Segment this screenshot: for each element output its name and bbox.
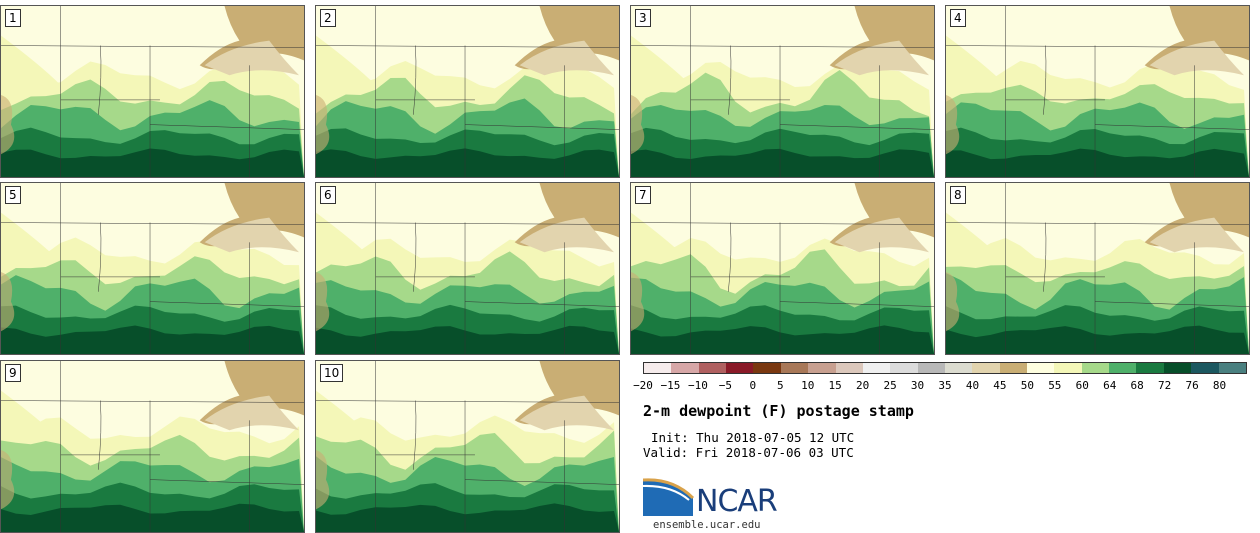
postage-stamp-panel: 8	[945, 182, 1250, 355]
postage-stamp-panel: 6	[315, 182, 620, 355]
postage-stamp-panel: 7	[630, 182, 935, 355]
init-time: Init: Thu 2018-07-05 12 UTC	[651, 430, 855, 445]
colorbar-tick-label: 60	[1075, 379, 1089, 392]
colorbar-tick-label: 64	[1103, 379, 1117, 392]
colorbar-segment	[1218, 363, 1246, 373]
ncar-logo-text: NCAR	[696, 484, 778, 519]
colorbar-segment	[1054, 363, 1082, 373]
colorbar-segment	[644, 363, 672, 373]
postage-stamp-panel: 9	[0, 360, 305, 533]
colorbar-segment	[862, 363, 891, 373]
site-url: ensemble.ucar.edu	[653, 519, 761, 531]
panel-member-label: 6	[320, 186, 336, 204]
postage-stamp-panel: 10	[315, 360, 620, 533]
colorbar-tick-label: 40	[965, 379, 980, 392]
colorbar-tick-label: 50	[1020, 379, 1034, 392]
colorbar-segment	[780, 363, 809, 373]
colorbar-segment	[1027, 363, 1055, 373]
colorbar-tick-label: 76	[1185, 379, 1199, 392]
colorbar-segment	[753, 363, 781, 373]
colorbar-tick-label: 15	[828, 379, 842, 392]
colorbar-tick-label: 35	[938, 379, 952, 392]
postage-stamp-panel: 1	[0, 5, 305, 178]
colorbar-tick-label: 25	[883, 379, 897, 392]
panel-member-label: 2	[320, 9, 336, 27]
postage-stamp-panel: 2	[315, 5, 620, 178]
colorbar-segment	[1109, 363, 1137, 373]
colorbar-tick-label: −5	[718, 379, 732, 392]
colorbar-segment	[1163, 363, 1192, 373]
colorbar-tick-label: 68	[1130, 379, 1144, 392]
colorbar-tick-label: 55	[1048, 379, 1062, 392]
colorbar-segment	[835, 363, 863, 373]
colorbar-labels: −20 −15 −10 −5 0 5 10 15 20 25 30 35 40 45 50 55 60 64 68 7…	[633, 379, 1260, 393]
colorbar-segment	[726, 363, 754, 373]
panel-member-label: 3	[635, 9, 651, 27]
colorbar-tick-label: 80	[1212, 379, 1227, 392]
panel-member-label: 9	[5, 364, 21, 382]
colorbar-tick-label: 45	[993, 379, 1007, 392]
colorbar-tick-label: −10	[687, 379, 708, 392]
colorbar-tick-label: −15	[660, 379, 681, 392]
postage-stamp-panel: 5	[0, 182, 305, 355]
valid-time: Valid: Fri 2018-07-06 03 UTC	[643, 445, 854, 460]
panel-member-label: 8	[950, 186, 966, 204]
colorbar-tick-label: 30	[910, 379, 925, 392]
colorbar-tick-label: 5	[776, 379, 784, 392]
panel-member-label: 10	[320, 364, 344, 382]
colorbar-segment	[671, 363, 699, 373]
colorbar	[643, 362, 1247, 374]
panel-member-label: 7	[635, 186, 651, 204]
colorbar-tick-label: 10	[801, 379, 815, 392]
colorbar-tick-label: 72	[1158, 379, 1172, 392]
colorbar-segment	[999, 363, 1028, 373]
panel-member-label: 5	[5, 186, 21, 204]
colorbar-segment	[917, 363, 945, 373]
chart-title: 2-m dewpoint (F) postage stamp	[643, 402, 914, 420]
colorbar-segment	[698, 363, 727, 373]
colorbar-segment	[972, 363, 1000, 373]
panel-member-label: 4	[950, 9, 966, 27]
panel-member-label: 1	[5, 9, 21, 27]
colorbar-segment	[1191, 363, 1219, 373]
colorbar-tick-label: −20	[633, 379, 653, 392]
colorbar-segment	[808, 363, 836, 373]
colorbar-segment	[890, 363, 918, 373]
colorbar-segment	[1081, 363, 1110, 373]
colorbar-segment	[944, 363, 973, 373]
ncar-logo-icon	[643, 478, 695, 516]
colorbar-tick-label: 0	[749, 379, 757, 392]
postage-stamp-panel: 4	[945, 5, 1250, 178]
postage-stamp-panel: 3	[630, 5, 935, 178]
colorbar-tick-label: 20	[856, 379, 870, 392]
colorbar-segment	[1136, 363, 1164, 373]
